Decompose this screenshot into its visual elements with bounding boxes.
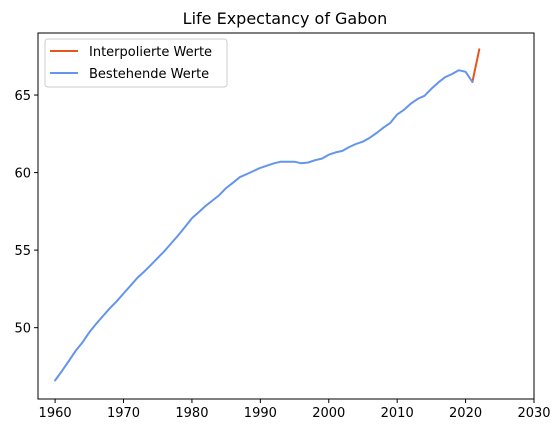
x-tick-label: 2010 [381, 406, 414, 421]
y-tick-label: 55 [14, 244, 31, 259]
x-tick-label: 1990 [244, 406, 277, 421]
y-tick-label: 60 [14, 167, 31, 182]
legend-box [44, 38, 228, 88]
legend: Interpolierte Werte Bestehende Werte [44, 38, 228, 88]
x-tick-label: 1960 [39, 406, 72, 421]
legend-label-0: Interpolierte Werte [89, 45, 212, 60]
series-line-0 [471, 48, 481, 83]
x-tick-label: 1980 [175, 406, 208, 421]
x-tick-label: 2020 [449, 406, 482, 421]
x-tick-label: 2030 [517, 406, 550, 421]
plot-area [54, 48, 481, 382]
series-line-1 [54, 69, 474, 382]
x-tick-label: 2000 [312, 406, 345, 421]
axes: 1960 1970 1980 1990 2000 2010 2020 2030 50 55 60 65 [14, 32, 551, 421]
plot-frame [37, 32, 535, 400]
chart-title: Life Expectancy of Gabon [183, 9, 388, 28]
legend-label-1: Bestehende Werte [89, 67, 209, 82]
y-tick-label: 65 [14, 89, 31, 104]
x-tick-label: 1970 [107, 406, 140, 421]
y-tick-label: 50 [14, 322, 31, 337]
